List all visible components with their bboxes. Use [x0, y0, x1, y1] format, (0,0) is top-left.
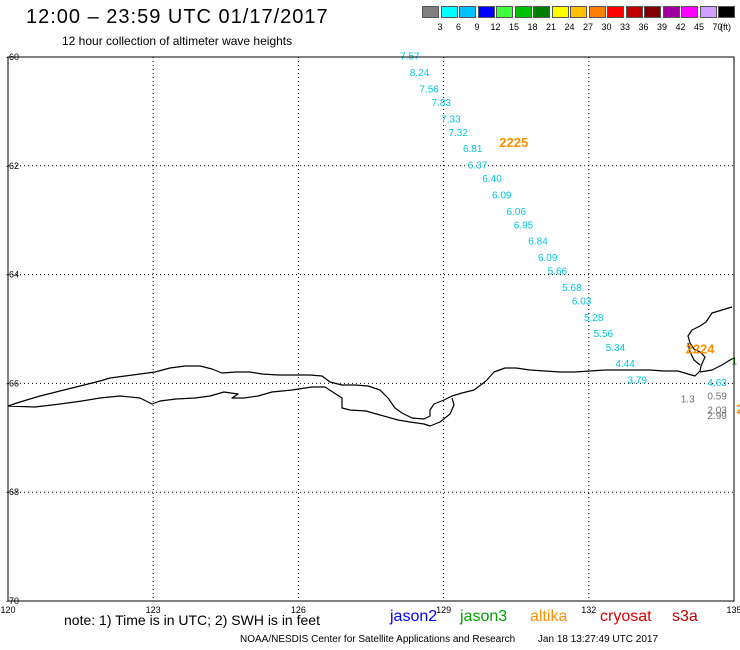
footer-credit: NOAA/NESDIS Center for Satellite Applica… [240, 634, 658, 645]
legend-label: 70 [712, 22, 723, 32]
satellite-altika: altika [530, 608, 568, 625]
x-tick-label: 123 [146, 605, 161, 615]
legend-swatch [422, 6, 439, 18]
legend-label: 6 [455, 22, 461, 32]
x-tick-label: 129 [436, 605, 451, 615]
legend-label: 24 [564, 22, 575, 32]
wave-height-value: 4.44 [615, 359, 635, 370]
wave-height-value: 6.84 [528, 237, 548, 248]
legend-swatch [681, 6, 698, 18]
wave-height-value: 7.33 [441, 114, 461, 125]
legend-label: 15 [508, 22, 519, 32]
satellite-s3a: s3a [672, 608, 698, 625]
legend-label: 12 [490, 22, 501, 32]
legend-swatch [533, 6, 550, 18]
wave-height-value: 5.56 [594, 329, 614, 340]
wave-height-value: 2.03 [707, 405, 727, 416]
legend-swatch [496, 6, 513, 18]
wave-height-value: 5.66 [548, 267, 568, 278]
wave-height-value: 5.28 [584, 313, 604, 324]
legend-swatch [662, 6, 680, 18]
wave-height-value: 5.34 [606, 343, 626, 354]
wave-height-value: 6.03 [572, 297, 592, 308]
legend-swatch [607, 6, 624, 18]
wave-height-value: 3.79 [628, 375, 648, 386]
legend-label: 45 [693, 22, 704, 32]
wave-height-value: 6.09 [538, 253, 558, 264]
legend-swatch [459, 6, 476, 18]
map-subtitle: 12 hour collection of altimeter wave hei… [62, 34, 293, 48]
legend-swatch [551, 6, 569, 18]
legend-swatch [514, 6, 532, 18]
wave-height-value: 6.06 [507, 207, 527, 218]
wave-height-value: 4.63 [707, 378, 727, 389]
legend-unit: (ft) [720, 22, 731, 32]
wave-height-value: 6.81 [463, 144, 483, 155]
map-frame [7, 56, 735, 602]
x-tick-label: 120 [0, 605, 15, 615]
legend-swatch [718, 6, 735, 18]
pass-time-labels: 2225 2224 2 [499, 135, 740, 417]
pass-time-label: 2224 [686, 341, 716, 356]
wave-height-value: 7.56 [419, 84, 439, 95]
wave-height-value: 1.3 [681, 394, 695, 405]
y-tick-label: -64 [6, 270, 19, 280]
wave-height-value: 7.32 [448, 128, 468, 139]
y-tick-label: -66 [6, 378, 19, 388]
legend-swatch [477, 6, 495, 18]
satellite-jason2: jason2 [390, 608, 438, 625]
x-tick-label: 126 [291, 605, 306, 615]
legend-label: 42 [675, 22, 686, 32]
antarctic-coastline [7, 306, 735, 427]
coastline-path [7, 306, 735, 427]
wave-height-value: 6.40 [482, 174, 502, 185]
pass-time-label: 2 [736, 401, 740, 416]
wave-height-value: 1 [732, 356, 738, 367]
axis-tick-labels: 120 123 126 129 132 135-60-62-64-66-68-70 [0, 52, 740, 615]
wave-height-color-legend: 3 6 9 12 15 18 21 24 27 30 33 36 39 42 45 70 (ft) [422, 6, 738, 38]
units-note: note: 1) Time is in UTC; 2) SWH is in fe… [64, 612, 320, 628]
map-title: 12:00 – 23:59 UTC 01/17/2017 [26, 6, 329, 28]
wave-height-value: 2.99 [707, 411, 727, 422]
y-tick-label: -68 [6, 487, 19, 497]
legend-swatch [570, 6, 587, 18]
legend-label: 39 [656, 22, 667, 32]
legend-label: 21 [545, 22, 556, 32]
wave-height-value: 8.24 [410, 68, 430, 79]
credit-text: NOAA/NESDIS Center for Satellite Applica… [240, 634, 516, 645]
legend-swatch [699, 6, 717, 18]
legend-label: 30 [601, 22, 612, 32]
x-tick-label: 135 [726, 605, 740, 615]
legend-label: 27 [582, 22, 593, 32]
legend-label: 33 [619, 22, 630, 32]
legend-label: 36 [638, 22, 649, 32]
pass-time-label: 2225 [499, 135, 528, 150]
wave-height-value: 6.95 [514, 220, 534, 231]
wave-height-value: 6.09 [492, 190, 512, 201]
legend-swatch [440, 6, 458, 18]
wave-height-value: 6.37 [468, 161, 488, 172]
lat-lon-grid [8, 57, 734, 601]
legend-label: 9 [474, 22, 480, 32]
x-tick-label: 132 [581, 605, 596, 615]
satellite-cryosat: cryosat [600, 608, 652, 625]
wave-height-value: 7.83 [432, 98, 452, 109]
legend-label: 18 [527, 22, 538, 32]
satellite-track-values: 7.578.247.567.837.337.326.816.376.406.09… [400, 52, 738, 422]
legend-label: 3 [437, 22, 443, 32]
wave-height-value: 0.59 [707, 392, 727, 403]
legend-swatch [644, 6, 661, 18]
satellite-jason3: jason3 [460, 608, 508, 625]
wave-height-value: 5.68 [562, 283, 582, 294]
generation-timestamp: Jan 18 13:27:49 UTC 2017 [537, 634, 659, 645]
legend-swatch [588, 6, 606, 18]
legend-swatch [625, 6, 643, 18]
y-tick-label: -62 [6, 161, 19, 171]
